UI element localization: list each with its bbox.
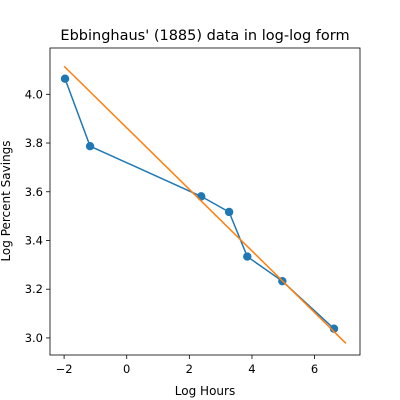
- y-tick-label-2: 3.4: [25, 233, 43, 247]
- y-axis: 3.0 3.2 3.4 3.6 3.8 4.0: [25, 87, 50, 345]
- series-0-point-1: [85, 141, 95, 151]
- series-0-point-0: [60, 74, 70, 83]
- y-tick-label-5: 4.0: [25, 87, 43, 101]
- series-0-point-4: [243, 252, 252, 261]
- x-tick-label-3: 4: [248, 362, 255, 376]
- y-tick-label-3: 3.6: [25, 185, 43, 199]
- x-tick-label-2: 2: [186, 362, 193, 376]
- series-1-line: [63, 65, 347, 344]
- y-tick-label-1: 3.2: [25, 282, 43, 296]
- x-tick-label-4: 6: [311, 362, 318, 376]
- x-axis-label: Log Hours: [175, 384, 235, 398]
- y-axis-label: Log Percent Savings: [0, 140, 13, 261]
- series-0-point-3: [224, 207, 234, 217]
- x-tick-label-0: −2: [56, 362, 73, 376]
- chart-title: Ebbinghaus' (1885) data in log-log form: [60, 28, 349, 44]
- plot-frame: [49, 47, 361, 356]
- x-tick-label-1: 0: [123, 362, 130, 376]
- x-axis: −2 0 2 4 6: [56, 355, 318, 376]
- y-tick-label-0: 3.0: [25, 331, 43, 345]
- y-tick-label-4: 3.8: [25, 136, 43, 150]
- series-0-point-6: [329, 324, 339, 333]
- series-0-point-2: [197, 192, 206, 201]
- plot-content: [60, 65, 347, 344]
